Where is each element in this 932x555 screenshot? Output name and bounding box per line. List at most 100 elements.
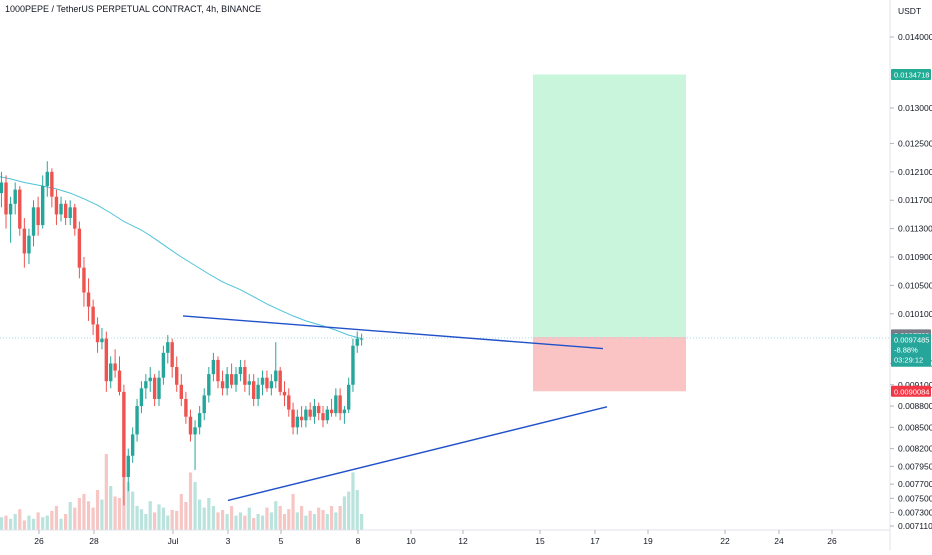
candle [202,388,206,421]
volume-bar [334,512,338,530]
volume-bar [131,491,135,530]
volume-bar [161,507,165,530]
currency-label: USDT [898,6,921,16]
candle-body [238,367,243,375]
candle [243,359,247,392]
loss-zone[interactable] [533,336,686,392]
candle [282,381,287,407]
volume-bar [295,512,299,530]
time-tick-label: 10 [406,536,416,546]
volume-bar [287,509,291,530]
candle [321,406,325,428]
time-tick-label: 28 [89,536,99,546]
target-price-label-box [891,68,931,80]
volume-bar [202,507,206,530]
candle [68,200,72,226]
candle-body [161,352,166,378]
candle-body [82,267,86,293]
candle-body [68,207,72,218]
time-tick-label: 17 [590,536,600,546]
candle-body [274,370,278,382]
candle [278,367,282,396]
candle-body [287,395,291,410]
candle-body [91,306,95,325]
position-zones [533,74,686,392]
candle [220,370,225,396]
candle [193,420,197,470]
volume-bar [179,494,183,530]
volume-bar [157,504,161,530]
candle [265,370,269,392]
candle [50,168,54,208]
candle-body [220,381,225,389]
candle [211,352,216,382]
candle [139,381,144,414]
candle-body [295,416,300,428]
candle [216,356,220,389]
candle-body [77,228,82,268]
volume-bar [234,515,238,530]
candle [86,278,91,321]
support-trendline[interactable] [227,406,608,502]
time-tick-label: 22 [720,536,730,546]
candle-body [184,398,188,417]
candle-body [229,374,234,385]
candle [251,374,256,407]
target-price-label: 0.0134718 [894,70,929,79]
candle-body [317,406,321,414]
candle-body [27,235,31,254]
volume-bar [91,507,95,530]
candle [334,388,338,417]
candle [342,406,347,424]
time-axis[interactable]: 26 28 Jul 3 5 8 10 12 15 17 19 22 24 26 [34,530,837,546]
volume-bar [73,507,77,530]
candle [59,196,63,222]
candle [175,356,179,392]
candle [351,338,355,392]
volume-bar [139,509,144,530]
candle [291,402,295,435]
resistance-trendline[interactable] [182,315,604,350]
candle-body [334,395,338,414]
time-tick-label: 3 [226,536,231,546]
candle-body [130,434,135,456]
candle-body [325,409,329,421]
candle [179,374,184,407]
candle [157,370,161,407]
candle [287,388,291,417]
volume-bar [300,506,304,530]
candle-body [113,363,117,371]
candle-body [73,207,77,229]
candle-body [216,359,220,382]
candle-body [338,395,342,414]
candle-body [166,342,170,353]
candle-body [18,189,22,229]
moving-average-line [0,176,362,340]
candle [122,384,126,506]
candle [31,200,36,247]
volume-bar [184,502,188,530]
candle-body [351,345,355,385]
candle-body [22,228,27,254]
profit-zone[interactable] [533,74,686,337]
candle [260,370,265,396]
candle-body [50,171,54,197]
price-tick-label: 0.0071100 [898,521,932,531]
volume-bar [278,506,282,530]
volume-bar [31,518,36,530]
candle-body [148,377,152,382]
chart-title: 1000PEPE / TetherUS PERPETUAL CONTRACT, … [5,4,261,14]
candle [184,391,188,424]
candle [54,189,59,226]
